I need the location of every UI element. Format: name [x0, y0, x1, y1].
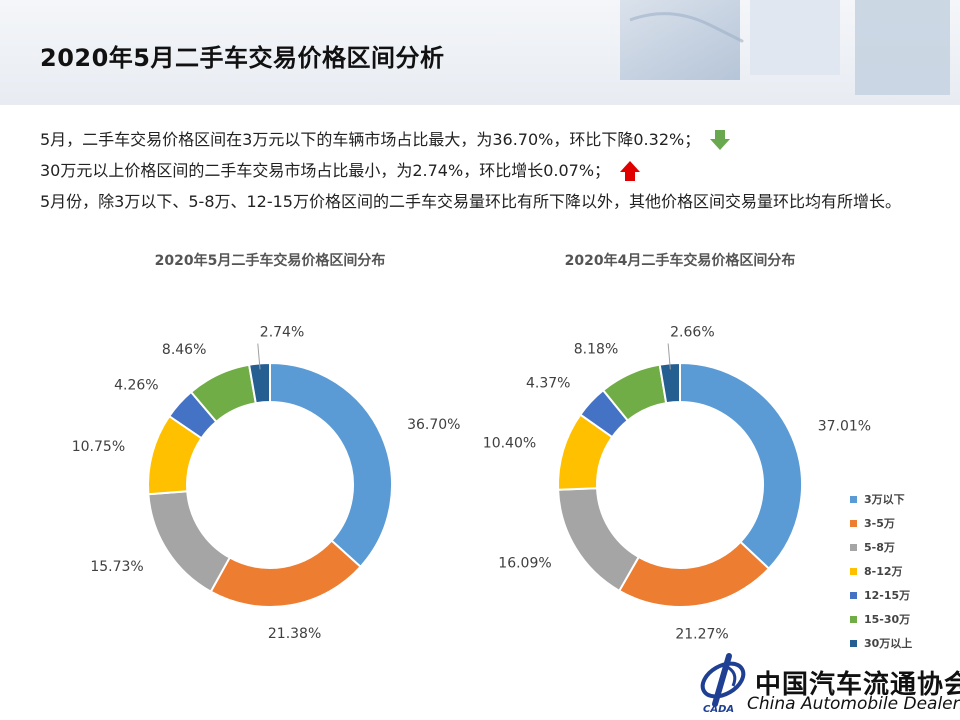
chart-title-may: 2020年5月二手车交易价格区间分布 [154, 253, 386, 269]
apr-label-6: 2.66% [670, 324, 714, 340]
header-banner: 2020年5月二手车交易价格区间分析 [0, 0, 960, 105]
may-slice-0 [269, 361, 393, 569]
page-title: 2020年5月二手车交易价格区间分析 [40, 44, 445, 72]
apr-slice-0 [679, 361, 803, 571]
apr-slice-6 [658, 361, 681, 405]
legend-item-4: 12-15万 [850, 583, 912, 607]
apr-label-0: 37.01% [818, 419, 871, 435]
legend-label-0: 3万以下 [864, 493, 905, 506]
cada-logo: CADA 中国汽车流通协会 China Automobile Dealers [695, 652, 960, 714]
may-label-3: 10.75% [72, 439, 125, 455]
may-leader-6 [257, 343, 261, 370]
summary-line-2-text: 30万元以上价格区间的二手车交易市场占比最小，为2.74%，环比增长0.07%； [40, 161, 611, 180]
arrow-down-icon [710, 129, 731, 150]
legend-swatch-2 [850, 543, 857, 551]
apr-label-1: 21.27% [675, 626, 728, 642]
summary-line-1: 5月，二手车交易价格区间在3万元以下的车辆市场占比最大，为36.70%，环比下降… [40, 124, 950, 155]
header-decoration-image [620, 0, 950, 95]
apr-label-3: 10.40% [483, 435, 536, 451]
arrow-up-icon [620, 160, 641, 181]
legend-label-6: 30万以上 [864, 637, 913, 650]
legend-label-5: 15-30万 [864, 613, 911, 626]
apr-label-2: 16.09% [498, 556, 551, 572]
apr-slice-2 [557, 487, 641, 593]
legend-item-2: 5-8万 [850, 535, 912, 559]
may-label-0: 36.70% [407, 417, 460, 433]
logo-name-cn: 中国汽车流通协会 [755, 670, 960, 700]
may-label-4: 4.26% [114, 378, 158, 394]
donut-chart-april: 37.01% 21.27% 16.09% 10.40% 4.37% 8.18% 2.66% [483, 324, 871, 642]
legend-swatch-4 [850, 591, 857, 599]
apr-label-5: 8.18% [574, 341, 618, 357]
legend-label-2: 5-8万 [864, 541, 895, 554]
summary-line-2: 30万元以上价格区间的二手车交易市场占比最小，为2.74%，环比增长0.07%； [40, 155, 950, 186]
legend-item-3: 8-12万 [850, 559, 912, 583]
may-label-6: 2.74% [260, 325, 304, 341]
summary-line-1-text: 5月，二手车交易价格区间在3万元以下的车辆市场占比最大，为36.70%，环比下降… [40, 130, 701, 149]
legend-label-1: 3-5万 [864, 517, 895, 530]
apr-leader-6 [667, 343, 671, 370]
may-slice-6 [247, 361, 271, 405]
may-label-2: 15.73% [90, 559, 143, 575]
may-slice-2 [147, 490, 232, 594]
may-label-5: 8.46% [162, 342, 206, 358]
legend-swatch-0 [850, 495, 857, 503]
summary-text: 5月，二手车交易价格区间在3万元以下的车辆市场占比最大，为36.70%，环比下降… [40, 124, 950, 217]
legend-swatch-6 [850, 639, 857, 647]
may-label-1: 21.38% [268, 626, 321, 642]
cada-logo-mark: CADA [700, 653, 746, 714]
cada-mark-text: CADA [703, 704, 734, 714]
legend-label-4: 12-15万 [864, 589, 911, 602]
chart-title-april: 2020年4月二手车交易价格区间分布 [564, 253, 796, 269]
legend-item-5: 15-30万 [850, 607, 912, 631]
legend-swatch-3 [850, 567, 857, 575]
legend-item-6: 30万以上 [850, 631, 912, 655]
legend-item-0: 3万以下 [850, 487, 912, 511]
donut-chart-may: 36.70% 21.38% 15.73% 10.75% 4.26% 8.46% 2.74% [72, 325, 461, 642]
logo-name-en: China Automobile Dealers [747, 694, 960, 714]
may-slice-1 [209, 539, 362, 608]
legend-swatch-5 [850, 615, 857, 623]
legend-label-3: 8-12万 [864, 565, 903, 578]
summary-line-3: 5月份，除3万以下、5-8万、12-15万价格区间的二手车交易量环比有所下降以外… [40, 192, 901, 211]
apr-slice-1 [617, 540, 771, 608]
chart-legend: 3万以下 3-5万 5-8万 8-12万 12-15万 15-30万 30万以上 [850, 487, 912, 655]
legend-item-1: 3-5万 [850, 511, 912, 535]
legend-swatch-1 [850, 519, 857, 527]
apr-label-4: 4.37% [526, 376, 570, 392]
